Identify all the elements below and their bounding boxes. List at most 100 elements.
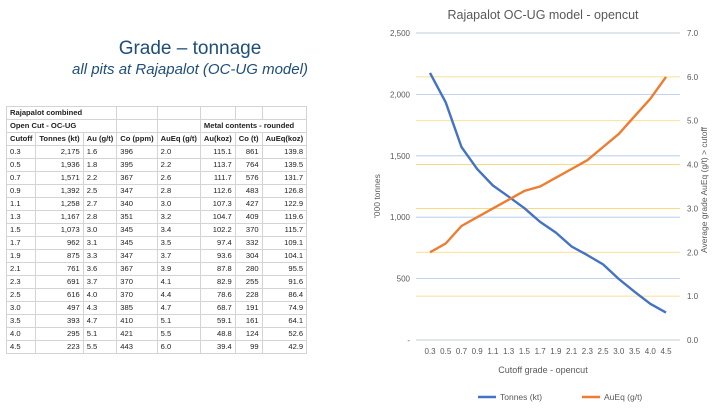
- table-cell: 409: [234, 210, 263, 224]
- table-section-row: Open Cut - OC-UG Metal contents - rounde…: [5, 119, 308, 133]
- table-cell: 2.5: [5, 288, 37, 302]
- table-cell: 761: [35, 262, 84, 276]
- x-tick-label: 0.7: [456, 347, 468, 356]
- table-cell: 228: [234, 288, 263, 302]
- series-line-aueq: [429, 76, 667, 254]
- column-header: Co (ppm): [116, 132, 158, 146]
- y2-tick-label: 2.0: [687, 248, 699, 257]
- table-cell: 304: [234, 249, 263, 263]
- table-cell: 64.1: [261, 314, 308, 328]
- table-cell: 370: [116, 275, 158, 289]
- table-cell: 1.5: [5, 223, 37, 237]
- table-cell: 191: [234, 301, 263, 315]
- x-tick-label: 3.0: [613, 347, 625, 356]
- y-tick-label: 2,500: [390, 29, 411, 38]
- table-cell: 115.1: [199, 145, 236, 159]
- y2-axis-title: Average grade AuEq (g/t) > cutoff: [699, 126, 709, 253]
- y2-tick-label: 4.0: [687, 161, 699, 170]
- table-cell: 5.1: [82, 327, 118, 341]
- table-cell: 3.0: [82, 223, 118, 237]
- table-cell: 2.1: [5, 262, 37, 276]
- headline-subtitle: all pits at Rajapalot (OC-UG model): [72, 61, 308, 78]
- y2-tick-label: 3.0: [687, 204, 699, 213]
- table-cell: 82.9: [199, 275, 236, 289]
- table-cell: 102.2: [199, 223, 236, 237]
- table-cell: 119.6: [261, 210, 308, 224]
- x-tick-label: 0.9: [472, 347, 484, 356]
- table-cell: 4.5: [5, 340, 37, 354]
- table-cell: 42.9: [261, 340, 308, 354]
- table-row: 2.5 616 4.0 370 4.4 78.6 228 86.4: [5, 288, 308, 302]
- table-cell: 109.1: [261, 236, 308, 250]
- y2-tick-label: 5.0: [687, 117, 699, 126]
- table-cell: 122.9: [261, 197, 308, 211]
- table-row: 2.3 691 3.7 370 4.1 82.9 255 91.6: [5, 275, 308, 289]
- y2-tick-label: 6.0: [687, 73, 699, 82]
- legend-label: Tonnes (kt): [500, 392, 542, 402]
- table-row: 0.5 1,936 1.8 395 2.2 113.7 764 139.5: [5, 158, 308, 172]
- table-cell: 3.1: [82, 236, 118, 250]
- table-cell: 5.5: [82, 340, 118, 354]
- table-cell: 443: [116, 340, 158, 354]
- table-cell: 95.5: [261, 262, 308, 276]
- table-cell: 691: [35, 275, 84, 289]
- table-cell: 4.3: [82, 301, 118, 315]
- table-cell: 1,258: [35, 197, 84, 211]
- table-cell: 764: [234, 158, 263, 172]
- table-row: 2.1 761 3.6 367 3.9 87.8 280 95.5: [5, 262, 308, 276]
- table-cell: 86.4: [261, 288, 308, 302]
- table-cell: 139.5: [261, 158, 308, 172]
- table-cell: 962: [35, 236, 84, 250]
- table-cell: 395: [116, 158, 158, 172]
- table-cell: 113.7: [199, 158, 236, 172]
- table-cell: 345: [116, 236, 158, 250]
- y-tick-label: 1,000: [390, 213, 411, 222]
- legend: Tonnes (kt) AuEq (g/t): [478, 392, 642, 402]
- table-cell: 0.5: [5, 158, 37, 172]
- column-header: Co (t): [234, 132, 263, 146]
- table-row: 0.3 2,175 1.6 396 2.0 115.1 861 139.8: [5, 145, 308, 159]
- table-cell: 68.7: [199, 301, 236, 315]
- table-cell: 48.8: [199, 327, 236, 341]
- y-axis-title: '000 tonnes: [372, 174, 382, 218]
- x-tick-label: 1.1: [487, 347, 499, 356]
- table-row: 1.5 1,073 3.0 345 3.4 102.2 370 115.7: [5, 223, 308, 237]
- table-cell: 345: [116, 223, 158, 237]
- table-cell: 74.9: [261, 301, 308, 315]
- table-cell: 2,175: [35, 145, 84, 159]
- table-cell: 427: [234, 197, 263, 211]
- table-cell: 104.1: [261, 249, 308, 263]
- table-cell: 280: [234, 262, 263, 276]
- column-header: AuEq(koz): [261, 132, 308, 146]
- table-cell: 483: [234, 184, 263, 198]
- table-cell: 87.8: [199, 262, 236, 276]
- table-cell: 861: [234, 145, 263, 159]
- table-header-row: Cutoff Tonnes (kt) Au (g/t) Co (ppm) AuEq (g…: [5, 132, 308, 146]
- table-cell: 99: [234, 340, 263, 354]
- legend-label: AuEq (g/t): [604, 392, 642, 402]
- x-tick-label: 2.3: [582, 347, 594, 356]
- x-tick-label: 4.5: [660, 347, 672, 356]
- table-cell: 347: [116, 184, 158, 198]
- table-cell: 370: [116, 288, 158, 302]
- y2-tick-label: 0.0: [687, 336, 699, 345]
- table-cell: 1.1: [5, 197, 37, 211]
- table-cell: 3.6: [82, 262, 118, 276]
- chart-title: Rajapalot OC-UG model - opencut: [447, 8, 639, 22]
- table-cell: 2.2: [82, 171, 118, 185]
- table-cell: 4.1: [156, 275, 201, 289]
- table-cell: 2.5: [82, 184, 118, 198]
- column-header: Tonnes (kt): [35, 132, 84, 146]
- table-cell: 97.4: [199, 236, 236, 250]
- table-cell: 0.7: [5, 171, 37, 185]
- table-cell: 59.1: [199, 314, 236, 328]
- table-cell: 1.3: [5, 210, 37, 224]
- table-row: 4.5 223 5.5 443 6.0 39.4 99 42.9: [5, 340, 308, 354]
- table-cell: 396: [116, 145, 158, 159]
- table-row: 1.7 962 3.1 345 3.5 97.4 332 109.1: [5, 236, 308, 250]
- table-cell: 4.0: [82, 288, 118, 302]
- x-tick-label: 1.5: [519, 347, 531, 356]
- table-cell: 295: [35, 327, 84, 341]
- table-cell: 3.3: [82, 249, 118, 263]
- table-cell: 2.8: [82, 210, 118, 224]
